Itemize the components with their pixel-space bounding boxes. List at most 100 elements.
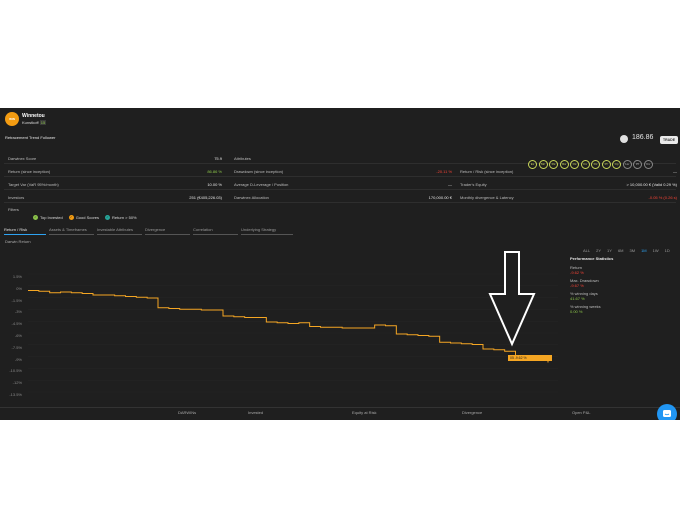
- darwin-name: Winnetou: [22, 113, 45, 119]
- attribute-badge[interactable]: Cs: [580, 160, 590, 169]
- filter-1[interactable]: ✓ Top Invested: [33, 215, 63, 221]
- attribute-badge[interactable]: Mc: [538, 160, 548, 169]
- y-tick-label: -7.5%: [11, 344, 22, 350]
- y-tick-label: -13.5%: [9, 392, 22, 397]
- metric-label: Average D-Leverage / Position: [234, 182, 289, 187]
- metric-label: Return (since inception): [8, 169, 51, 174]
- metric-value: -0.05 % (0.26 s): [648, 195, 677, 200]
- filter-check-icon: ✓: [68, 215, 74, 221]
- chat-icon: [663, 410, 671, 417]
- attribute-badge[interactable]: Pf: [633, 160, 642, 169]
- footer-label: Divergence: [462, 410, 483, 415]
- attribute-badges: Ex Mc Rs Ra Os Cs Dc Pf Cp La Pf Cs: [528, 152, 654, 170]
- metric-label: Monthly divergence & Latency: [460, 195, 514, 200]
- metric-value: 251 (€405,226.03): [189, 195, 222, 200]
- y-tick-label: -1.5%: [11, 297, 22, 303]
- tab-2[interactable]: Assets & Timeframes: [49, 227, 94, 235]
- footer-label: Equity at Risk: [352, 410, 377, 415]
- series-line: [28, 290, 549, 363]
- filters-label: Filters: [8, 207, 19, 212]
- metric-value: 75.9: [214, 156, 222, 161]
- y-tick-label: -3%: [14, 309, 22, 315]
- attribute-badge[interactable]: Dc: [591, 160, 600, 169]
- stat-value: 41.67 %: [570, 296, 585, 301]
- tab-5[interactable]: Correlation: [193, 227, 238, 235]
- range-1w[interactable]: 1W: [652, 248, 659, 253]
- range-2y[interactable]: 2Y: [596, 248, 602, 253]
- footer-divider: [0, 407, 680, 408]
- stat-value: 0.00 %: [570, 309, 583, 314]
- darwin-app: WIN Winnetou Kunstkoff 15 Retracement Tr…: [0, 108, 680, 420]
- metric-value: 10.00 %: [207, 182, 222, 187]
- tab-1[interactable]: Return / Risk: [4, 227, 46, 235]
- y-tick-label: 1.5%: [12, 274, 22, 279]
- chart-title: Darwin Return: [5, 239, 31, 244]
- metric-value: —: [673, 169, 677, 174]
- range-1y[interactable]: 1Y: [607, 248, 612, 253]
- filter-label: Return > 50%: [112, 215, 137, 220]
- attribute-badge[interactable]: Os: [570, 160, 579, 169]
- filters-list: ✓ Top Invested ✓ Good Scores ✓ Return > 50%: [33, 206, 143, 224]
- metric-value: -20.11 %: [436, 169, 452, 174]
- footer-label: Open P&L: [572, 410, 591, 415]
- range-all[interactable]: ALL: [583, 248, 591, 253]
- metric-label: Target Var (VaR 95%/month): [8, 182, 59, 187]
- tab-6[interactable]: Underlying Strategy: [241, 227, 293, 235]
- range-1m[interactable]: 1M: [641, 248, 647, 253]
- metric-value: > 10,000.00 € (Valid 0.29 %): [626, 182, 677, 187]
- stat-label: % winning weeks: [570, 304, 601, 309]
- darwin-username[interactable]: Kunstkoff 15: [22, 120, 47, 125]
- attribute-badge[interactable]: Rs: [549, 160, 558, 169]
- avatar[interactable]: WIN: [5, 112, 19, 126]
- metric-label: Darwinex Score: [8, 156, 37, 161]
- metric-label: Trader's Equity: [460, 182, 487, 187]
- tab-3[interactable]: Investable Attributes: [97, 227, 142, 235]
- metric-value: 86.86 %: [207, 169, 222, 174]
- y-tick-label: -9%: [14, 356, 22, 362]
- filter-label: Good Scores: [75, 215, 100, 220]
- filter-3[interactable]: ✓ Return > 50%: [105, 215, 137, 221]
- range-selector: ALL 2Y 1Y 6M 3M 1M 1W 1D: [583, 239, 676, 257]
- range-6m[interactable]: 6M: [617, 248, 624, 253]
- attribute-badge[interactable]: La: [622, 160, 632, 169]
- chat-button[interactable]: [657, 404, 677, 420]
- attribute-badge[interactable]: Pf: [601, 160, 611, 169]
- y-tick-label: 0%: [16, 285, 22, 291]
- stat-value: -9.62 %: [570, 270, 584, 275]
- stat-label: Return: [570, 265, 583, 270]
- range-1d[interactable]: 1D: [664, 248, 670, 253]
- stat-label: Max. Drawdown: [570, 278, 599, 283]
- metric-value: —: [448, 182, 452, 187]
- metric-value: 170,000.00 €: [428, 195, 452, 200]
- metric-label: Investors: [8, 195, 25, 200]
- darwin-score: 186.86: [632, 134, 653, 141]
- tab-4[interactable]: Divergence: [145, 227, 190, 235]
- performance-title: Performance Statistics: [570, 256, 614, 261]
- arrow-annotation: [488, 251, 536, 347]
- range-3m[interactable]: 3M: [629, 248, 636, 253]
- stat-label: % winning days: [570, 291, 598, 296]
- username-label: Kunstkoff: [22, 120, 39, 125]
- footer-label: Invested: [248, 410, 264, 415]
- score-value: 186.86: [632, 134, 654, 141]
- attribute-badge[interactable]: Cp: [612, 160, 621, 169]
- attribute-badge[interactable]: Cs: [643, 160, 653, 169]
- row-divider: [4, 163, 676, 164]
- metric-label: Return / Risk (since inception): [460, 169, 514, 174]
- score-icon: [620, 135, 628, 143]
- filter-check-icon: ✓: [33, 215, 38, 221]
- strategy-title: Retracement Trend Follower: [5, 135, 56, 140]
- row-divider: [4, 176, 676, 177]
- return-chart[interactable]: [28, 268, 558, 403]
- filter-2[interactable]: ✓ Good Scores: [68, 215, 100, 221]
- row-divider: [4, 202, 676, 203]
- trade-button[interactable]: TRADE: [660, 136, 678, 144]
- footer-label: DARWINs: [178, 410, 197, 415]
- attribute-badge[interactable]: Ra: [559, 160, 569, 169]
- y-tick-label: -6%: [14, 333, 22, 338]
- filter-check-icon: ✓: [105, 215, 111, 221]
- row-divider: [4, 189, 676, 190]
- attribute-badge[interactable]: Ex: [528, 160, 537, 169]
- username-badge: 15: [39, 120, 47, 125]
- y-tick-label: -4.5%: [11, 321, 22, 327]
